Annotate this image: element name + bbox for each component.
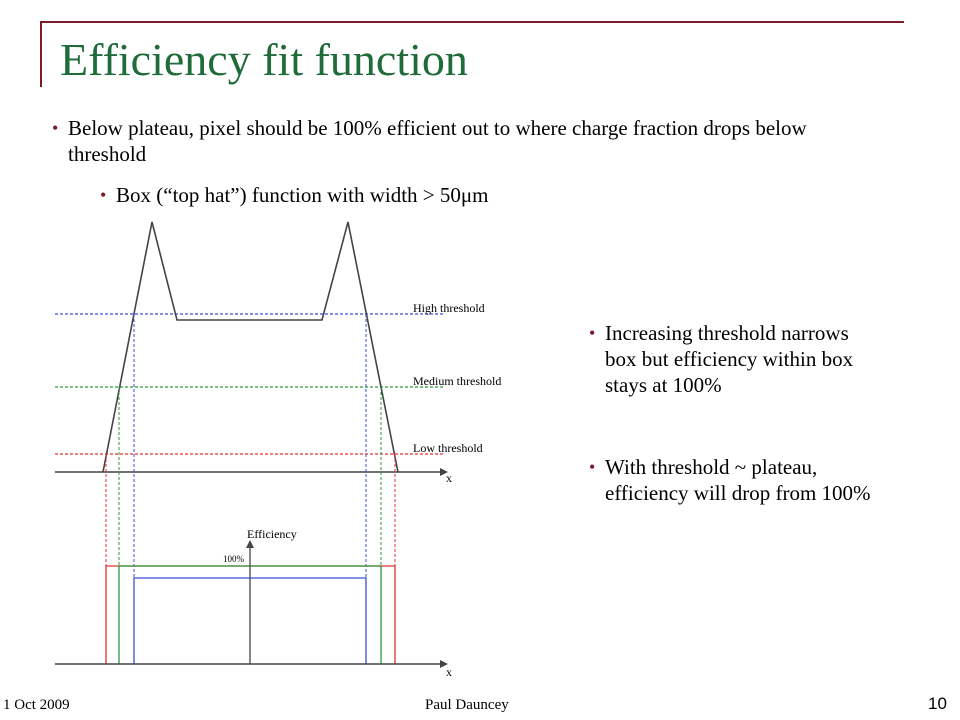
- top-x-axis-arrow-icon: [440, 468, 448, 476]
- title-rule: [40, 21, 904, 23]
- bullet-text: Box (“top hat”) function with width > 50…: [116, 183, 489, 207]
- page-number: 10: [928, 694, 947, 713]
- bullet-text: Increasing threshold narrows box but eff…: [605, 321, 854, 397]
- bullet-increasing-threshold: • Increasing threshold narrows box but e…: [589, 320, 875, 398]
- bullet-below-plateau: • Below plateau, pixel should be 100% ef…: [52, 115, 868, 167]
- bullet-text: With threshold ~ plateau, efficiency wil…: [605, 455, 871, 505]
- charge-fraction-curve: [102, 221, 399, 473]
- efficiency-axis-label: Efficiency: [247, 527, 297, 541]
- bottom-x-axis-arrow-icon: [440, 660, 448, 668]
- bullet-box-function: • Box (“top hat”) function with width > …: [100, 182, 636, 208]
- efficiency-axis-arrow-icon: [246, 540, 254, 548]
- slide-title: Efficiency fit function: [60, 34, 468, 85]
- medium-threshold-label: Medium threshold: [413, 374, 501, 388]
- title-side-rule: [40, 21, 42, 87]
- bullet-dot-icon: •: [52, 118, 59, 138]
- bullet-text: Below plateau, pixel should be 100% effi…: [68, 116, 807, 166]
- bullet-dot-icon: •: [589, 457, 596, 477]
- bottom-x-axis-label: x: [446, 665, 452, 679]
- footer-date: 1 Oct 2009: [3, 697, 70, 713]
- top-x-axis-label: x: [446, 471, 452, 485]
- high-threshold-label: High threshold: [413, 301, 485, 315]
- bullet-threshold-plateau: • With threshold ~ plateau, efficiency w…: [589, 454, 875, 506]
- bullet-dot-icon: •: [100, 185, 107, 205]
- footer-author: Paul Dauncey: [425, 697, 509, 713]
- hundred-percent-label: 100%: [223, 554, 245, 564]
- bullet-dot-icon: •: [589, 323, 596, 343]
- low-threshold-label: Low threshold: [413, 441, 483, 455]
